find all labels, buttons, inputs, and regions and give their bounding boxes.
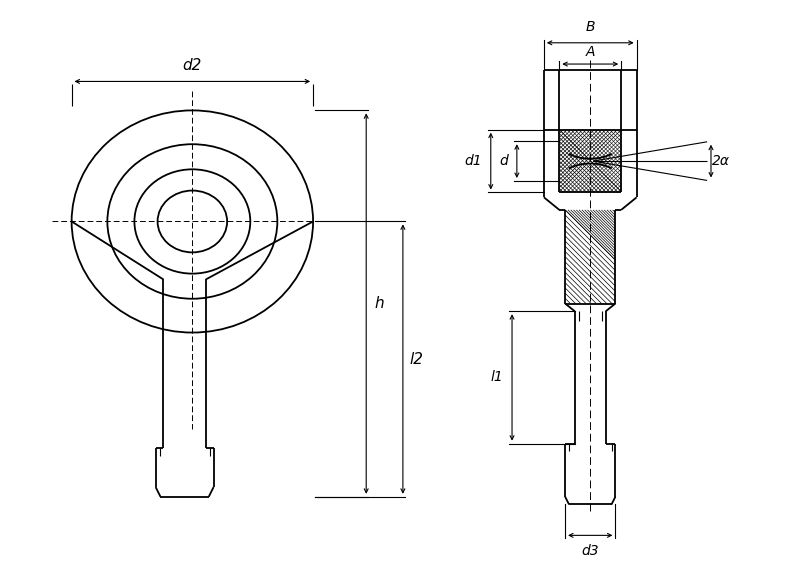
Text: h: h (375, 296, 385, 311)
Text: l1: l1 (490, 370, 503, 384)
Text: l2: l2 (410, 352, 423, 366)
Text: B: B (586, 20, 595, 34)
Text: d3: d3 (582, 544, 599, 558)
Text: A: A (586, 45, 595, 59)
Text: d: d (499, 154, 508, 168)
Text: 2α: 2α (712, 154, 730, 168)
Text: d1: d1 (465, 154, 482, 168)
Text: d2: d2 (182, 58, 202, 73)
